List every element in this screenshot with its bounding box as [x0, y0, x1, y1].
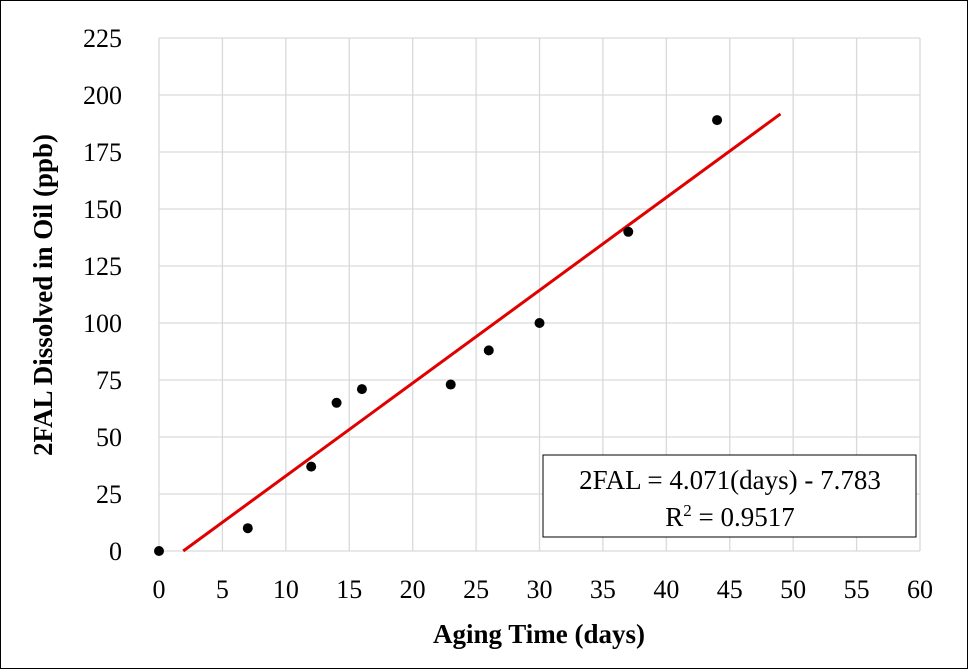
x-tick-label: 55: [844, 575, 870, 604]
data-point: [483, 345, 494, 356]
trendline-group: [182, 112, 782, 553]
r-squared-text: R2 = 0.9517: [665, 501, 795, 532]
y-tick-label: 175: [83, 138, 122, 167]
y-axis-title: 2FAL Dissolved in Oil (ppb): [28, 134, 58, 456]
x-axis-title: Aging Time (days): [433, 619, 645, 649]
y-tick-labels: 0 25 50 75 100 125 150 175 200 225: [83, 24, 122, 566]
y-tick-label: 200: [83, 81, 122, 110]
equation-text: 2FAL = 4.071(days) - 7.783: [579, 465, 881, 495]
x-tick-labels: 0 5 10 15 20 25 30 35 40 45 50 55 60: [153, 575, 934, 604]
data-point: [712, 115, 723, 126]
data-point: [356, 384, 367, 395]
x-tick-label: 40: [653, 575, 679, 604]
x-tick-label: 30: [527, 575, 553, 604]
x-tick-label: 45: [717, 575, 743, 604]
y-tick-label: 0: [109, 537, 122, 566]
data-points: [154, 115, 723, 556]
x-tick-label: 25: [463, 575, 489, 604]
data-point: [623, 226, 634, 237]
x-tick-label: 5: [216, 575, 229, 604]
data-point: [331, 397, 342, 408]
y-tick-label: 50: [96, 423, 122, 452]
x-tick-label: 60: [907, 575, 933, 604]
trendline: [182, 112, 782, 553]
x-tick-label: 0: [153, 575, 166, 604]
y-tick-label: 25: [96, 480, 122, 509]
data-point: [242, 523, 253, 534]
equation-box-border: [542, 454, 917, 538]
data-point: [445, 379, 456, 390]
data-point: [534, 318, 545, 328]
y-tick-label: 75: [96, 366, 122, 395]
x-tick-label: 20: [400, 575, 426, 604]
y-tick-label: 100: [83, 309, 122, 338]
y-tick-label: 125: [83, 252, 122, 281]
data-point: [154, 546, 164, 556]
equation-box: 2FAL = 4.071(days) - 7.783 R2 = 0.9517: [542, 454, 917, 538]
data-point: [306, 461, 317, 472]
x-tick-label: 10: [273, 575, 299, 604]
y-tick-label: 150: [83, 195, 122, 224]
y-tick-label: 225: [83, 24, 122, 53]
x-tick-label: 50: [780, 575, 806, 604]
x-tick-label: 15: [336, 575, 362, 604]
x-tick-label: 35: [590, 575, 616, 604]
